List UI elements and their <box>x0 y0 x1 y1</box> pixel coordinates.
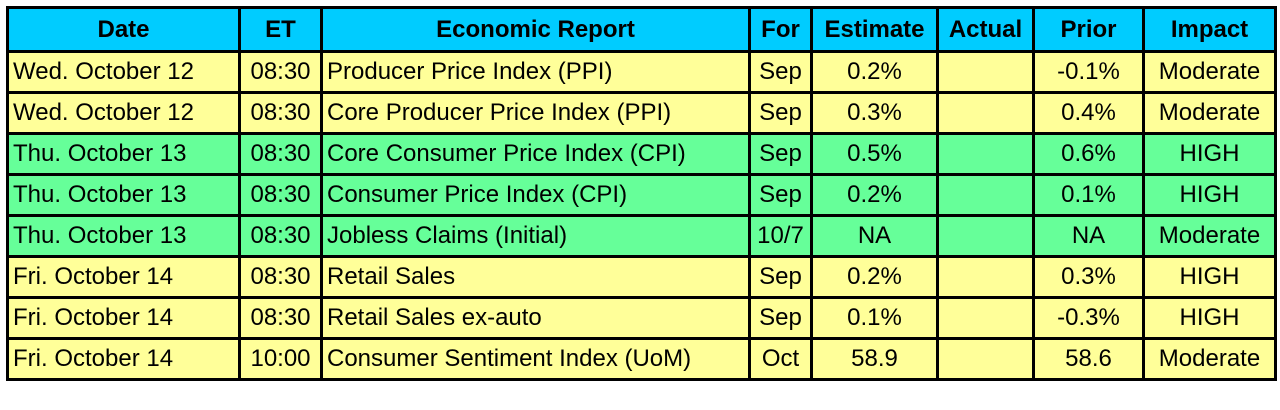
impact-cell: Moderate <box>1142 337 1277 381</box>
time-cell: 10:00 <box>238 337 323 381</box>
table-row: Wed. October 12 08:30 Producer Price Index… <box>6 50 1277 94</box>
report-cell: Retail Sales ex-auto <box>320 296 751 340</box>
report-cell: Retail Sales <box>320 255 751 299</box>
table-row: Fri. October 14 08:30 Retail Sales Sep 0.2% 0… <box>6 255 1277 299</box>
actual-cell <box>936 337 1035 381</box>
time-cell: 08:30 <box>238 91 323 135</box>
prior-cell: 58.6 <box>1032 337 1145 381</box>
table-row: Fri. October 14 10:00 Consumer Sentiment I… <box>6 337 1277 381</box>
report-cell: Core Producer Price Index (PPI) <box>320 91 751 135</box>
date-cell: Thu. October 13 <box>6 214 241 258</box>
date-cell: Thu. October 13 <box>6 132 241 176</box>
report-cell: Producer Price Index (PPI) <box>320 50 751 94</box>
report-cell: Core Consumer Price Index (CPI) <box>320 132 751 176</box>
impact-cell: Moderate <box>1142 50 1277 94</box>
time-cell: 08:30 <box>238 296 323 340</box>
estimate-cell: 0.2% <box>810 255 939 299</box>
period-cell: Oct <box>748 337 813 381</box>
prior-cell: 0.3% <box>1032 255 1145 299</box>
date-cell: Fri. October 14 <box>6 255 241 299</box>
impact-cell: Moderate <box>1142 214 1277 258</box>
impact-cell: HIGH <box>1142 296 1277 340</box>
time-cell: 08:30 <box>238 50 323 94</box>
prior-cell: 0.1% <box>1032 173 1145 217</box>
actual-cell <box>936 50 1035 94</box>
period-cell: Sep <box>748 296 813 340</box>
table-row: Fri. October 14 08:30 Retail Sales ex-auto… <box>6 296 1277 340</box>
header-actual: Actual <box>936 6 1035 53</box>
estimate-cell: 0.1% <box>810 296 939 340</box>
estimate-cell: 0.2% <box>810 173 939 217</box>
actual-cell <box>936 132 1035 176</box>
header-et: ET <box>238 6 323 53</box>
table-row: Thu. October 13 08:30 Consumer Price Index… <box>6 173 1277 217</box>
time-cell: 08:30 <box>238 255 323 299</box>
actual-cell <box>936 214 1035 258</box>
time-cell: 08:30 <box>238 173 323 217</box>
time-cell: 08:30 <box>238 132 323 176</box>
date-cell: Thu. October 13 <box>6 173 241 217</box>
period-cell: Sep <box>748 255 813 299</box>
actual-cell <box>936 173 1035 217</box>
report-cell: Consumer Price Index (CPI) <box>320 173 751 217</box>
table-row: Thu. October 13 08:30 Core Consumer Price … <box>6 132 1277 176</box>
estimate-cell: NA <box>810 214 939 258</box>
prior-cell: 0.4% <box>1032 91 1145 135</box>
prior-cell: -0.3% <box>1032 296 1145 340</box>
prior-cell: -0.1% <box>1032 50 1145 94</box>
economic-calendar-table: Date ET Economic Report For Estimate Act… <box>6 6 1277 381</box>
date-cell: Fri. October 14 <box>6 296 241 340</box>
impact-cell: HIGH <box>1142 132 1277 176</box>
impact-cell: HIGH <box>1142 173 1277 217</box>
header-for: For <box>748 6 813 53</box>
prior-cell: NA <box>1032 214 1145 258</box>
estimate-cell: 0.5% <box>810 132 939 176</box>
header-impact: Impact <box>1142 6 1277 53</box>
estimate-cell: 0.2% <box>810 50 939 94</box>
period-cell: Sep <box>748 132 813 176</box>
actual-cell <box>936 91 1035 135</box>
actual-cell <box>936 255 1035 299</box>
date-cell: Wed. October 12 <box>6 50 241 94</box>
impact-cell: HIGH <box>1142 255 1277 299</box>
table-body: Wed. October 12 08:30 Producer Price Index… <box>6 50 1277 381</box>
header-date: Date <box>6 6 241 53</box>
estimate-cell: 0.3% <box>810 91 939 135</box>
impact-cell: Moderate <box>1142 91 1277 135</box>
table-row: Thu. October 13 08:30 Jobless Claims (Init… <box>6 214 1277 258</box>
time-cell: 08:30 <box>238 214 323 258</box>
period-cell: Sep <box>748 173 813 217</box>
date-cell: Fri. October 14 <box>6 337 241 381</box>
actual-cell <box>936 296 1035 340</box>
table-row: Wed. October 12 08:30 Core Producer Price … <box>6 91 1277 135</box>
header-estimate: Estimate <box>810 6 939 53</box>
prior-cell: 0.6% <box>1032 132 1145 176</box>
period-cell: Sep <box>748 91 813 135</box>
report-cell: Consumer Sentiment Index (UoM) <box>320 337 751 381</box>
estimate-cell: 58.9 <box>810 337 939 381</box>
header-prior: Prior <box>1032 6 1145 53</box>
period-cell: Sep <box>748 50 813 94</box>
report-cell: Jobless Claims (Initial) <box>320 214 751 258</box>
header-economic-report: Economic Report <box>320 6 751 53</box>
date-cell: Wed. October 12 <box>6 91 241 135</box>
header-row: Date ET Economic Report For Estimate Act… <box>6 6 1277 53</box>
period-cell: 10/7 <box>748 214 813 258</box>
